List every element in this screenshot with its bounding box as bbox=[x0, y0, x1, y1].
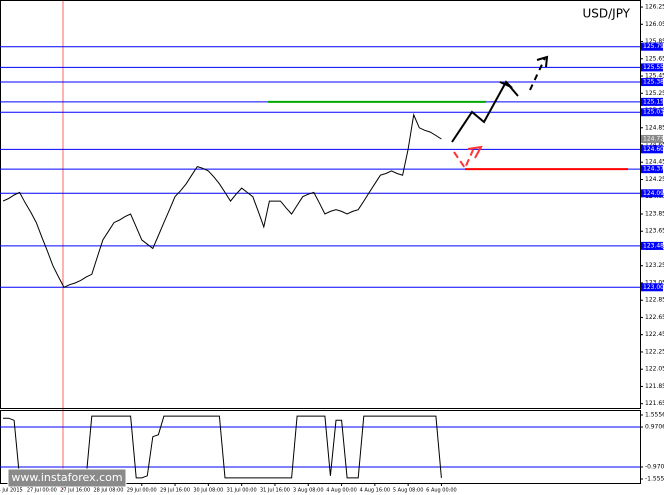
y-tick-label: 122.45 bbox=[645, 331, 664, 338]
x-tick-label: 27 Jul 16:00 bbox=[60, 488, 90, 494]
price-label: 124.72 bbox=[643, 135, 664, 142]
level-label: 125.55 bbox=[643, 64, 664, 71]
level-label-box bbox=[641, 108, 663, 117]
watermark: www.instaforex.com bbox=[7, 468, 127, 488]
y-tick-label: 1.5556 bbox=[645, 411, 664, 418]
x-tick-label: 28 Jul 08:00 bbox=[93, 488, 123, 494]
y-tick-label: -0.9706 bbox=[645, 463, 664, 470]
y-tick-label: 124.45 bbox=[645, 159, 664, 166]
x-tick-label: 4 Aug 00:00 bbox=[326, 488, 357, 494]
y-tick-label: 121.85 bbox=[645, 383, 664, 390]
pullback-arrowhead bbox=[467, 145, 483, 159]
level-label-box bbox=[641, 42, 663, 51]
forecast-dashed bbox=[529, 57, 546, 91]
level-label: 124.09 bbox=[643, 190, 664, 197]
level-label: 123.48 bbox=[643, 242, 664, 249]
pullback-arrow bbox=[453, 149, 474, 171]
level-label-box bbox=[641, 63, 663, 72]
level-label-box bbox=[641, 165, 663, 174]
forecast-arrowhead bbox=[536, 55, 549, 68]
price-label-box bbox=[641, 134, 663, 143]
y-tick-label: 126.25 bbox=[645, 4, 664, 11]
chart-title: USD/JPY bbox=[582, 7, 630, 21]
level-label-box bbox=[641, 283, 663, 292]
watermark-text: www.instaforex.com bbox=[11, 471, 122, 484]
level-label-box bbox=[641, 241, 663, 250]
y-tick-label: 122.25 bbox=[645, 348, 664, 355]
level-label-box bbox=[641, 189, 663, 198]
level-label: 124.37 bbox=[643, 166, 664, 173]
x-tick-label: 31 Jul 16:00 bbox=[260, 488, 290, 494]
y-tick-label: 126.05 bbox=[645, 21, 664, 28]
x-tick-label: 4 Aug 16:00 bbox=[360, 488, 391, 494]
y-tick-label: 121.65 bbox=[645, 400, 664, 407]
level-label-box bbox=[641, 97, 663, 106]
y-tick-label: -1.5556 bbox=[645, 476, 664, 483]
x-tick-label: 6 Aug 00:00 bbox=[426, 488, 457, 494]
level-label: 125.03 bbox=[643, 109, 664, 116]
y-tick-label: 123.25 bbox=[645, 262, 664, 269]
y-tick-label: 123.65 bbox=[645, 228, 664, 235]
y-tick-label: 122.65 bbox=[645, 314, 664, 321]
x-tick-label: 27 Jul 00:00 bbox=[27, 488, 57, 494]
y-tick-label: 0.9706 bbox=[645, 424, 664, 431]
y-tick-label: 125.45 bbox=[645, 73, 664, 80]
level-label: 123.00 bbox=[643, 284, 664, 291]
y-tick-label: 123.85 bbox=[645, 210, 664, 217]
price-line bbox=[2, 113, 442, 288]
x-tick-label: 29 Jul 16:00 bbox=[160, 488, 190, 494]
y-tick-label: 125.65 bbox=[645, 55, 664, 62]
x-tick-label: 24 Jul 2015 bbox=[0, 488, 23, 494]
y-tick-label: 125.25 bbox=[645, 90, 664, 97]
y-tick-label: 124.65 bbox=[645, 142, 664, 149]
y-tick-label: 122.05 bbox=[645, 366, 664, 373]
y-tick-label: 125.85 bbox=[645, 38, 664, 45]
plot-layer: 126.25126.05125.85125.65125.45125.25125.… bbox=[0, 4, 664, 494]
level-label: 125.15 bbox=[643, 98, 664, 105]
level-label: 125.38 bbox=[643, 79, 664, 86]
x-tick-label: 30 Jul 08:00 bbox=[193, 488, 223, 494]
forecast-arrowhead bbox=[499, 81, 513, 89]
level-label: 125.79 bbox=[643, 43, 664, 50]
y-tick-label: 122.85 bbox=[645, 297, 664, 304]
level-label: 124.60 bbox=[643, 146, 664, 153]
y-tick-label: 123.05 bbox=[645, 279, 664, 286]
x-tick-label: 3 Aug 08:00 bbox=[293, 488, 324, 494]
level-label-box bbox=[641, 145, 663, 154]
watermark-box bbox=[7, 468, 127, 488]
osc-panel bbox=[0, 410, 641, 484]
x-tick-label: 31 Jul 00:00 bbox=[227, 488, 257, 494]
x-tick-label: 5 Aug 08:00 bbox=[393, 488, 424, 494]
main-panel bbox=[0, 0, 641, 409]
y-tick-label: 124.25 bbox=[645, 176, 664, 183]
x-tick-label: 29 Jul 00:00 bbox=[127, 488, 157, 494]
level-label-box bbox=[641, 78, 663, 87]
y-tick-label: 124.85 bbox=[645, 124, 664, 131]
